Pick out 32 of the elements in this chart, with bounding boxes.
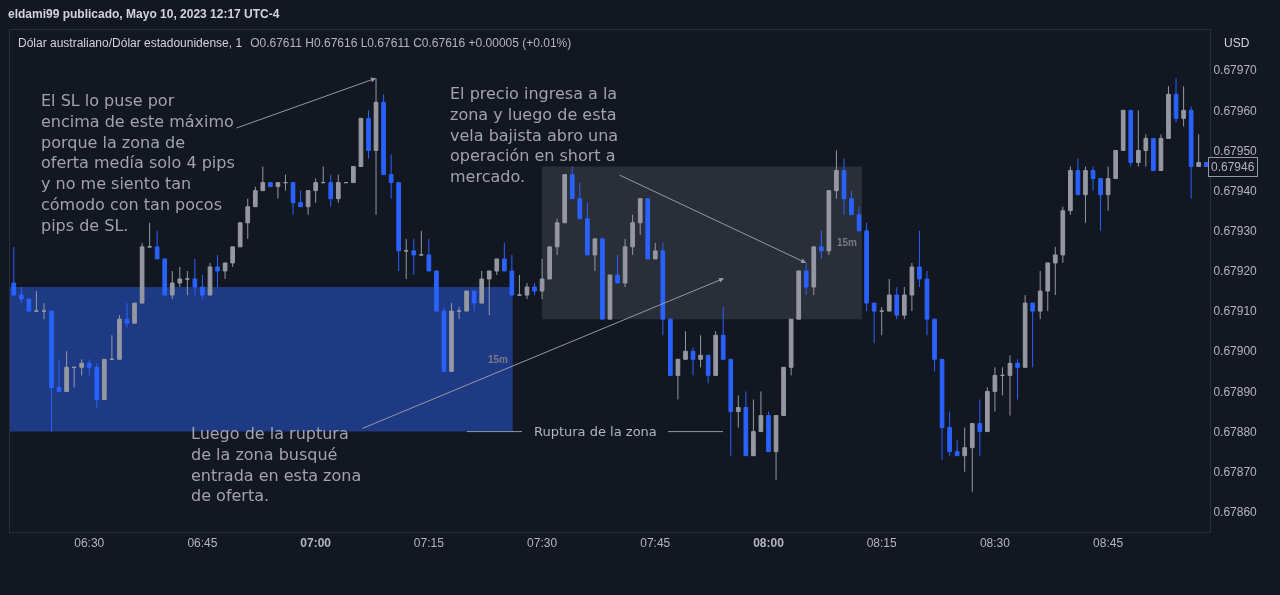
x-tick-label: 06:45 [187,536,218,551]
y-tick-label: 0.67960 [1213,103,1258,118]
y-tick-label: 0.67950 [1213,143,1258,158]
band-label: 15m [488,354,509,365]
ref-line-label: Ruptura de la zona [534,424,657,439]
y-tick-label: 0.67880 [1213,424,1258,439]
x-tick-label: 08:15 [866,536,898,551]
y-tick-label: 0.67900 [1213,344,1258,359]
y-tick-label: 0.67940 [1213,183,1258,198]
y-tick-label: 0.67920 [1213,264,1258,279]
x-tick-label: 07:45 [640,536,671,551]
y-axis-title: USD [1224,36,1250,50]
text: eldami99 publicado, Mayo 10, 2023 12:17 UTC-4 [8,7,280,21]
text: O0.67611 H0.67616 L0.67611 C0.67616 +0.00005 (+0.01%) [250,36,572,50]
annotation: El SL lo puse por encima de este máximo porque la zona de oferta medía solo 4 pips y no me siento tan cómodo con tan pocos pips de SL. [41,91,235,235]
y-tick-label: 0.67870 [1213,464,1258,479]
y-tick-label: 0.67860 [1213,505,1258,520]
band-label: 15m [837,237,858,248]
x-tick-label: 08:30 [979,536,1011,551]
x-tick-label: 08:00 [753,536,785,551]
y-tick-label: 0.67890 [1213,384,1258,399]
x-tick-label: 08:45 [1093,536,1124,551]
text: Dólar australiano/Dólar estadounidense, 1 [18,36,243,50]
x-tick-label: 06:30 [74,536,105,551]
x-tick-label: 07:00 [300,536,332,551]
y-tick-label: 0.67930 [1213,224,1258,238]
x-tick-label: 07:15 [413,536,445,551]
annotation: El precio ingresa a la zona y luego de esta vela bajista abro una operación en short a mercado. [450,84,619,187]
x-tick-label: 07:30 [527,536,558,551]
y-tick-label: 0.67970 [1213,63,1258,78]
annotation: 0.67946 [1211,160,1255,174]
y-tick-label: 0.67910 [1213,304,1258,319]
